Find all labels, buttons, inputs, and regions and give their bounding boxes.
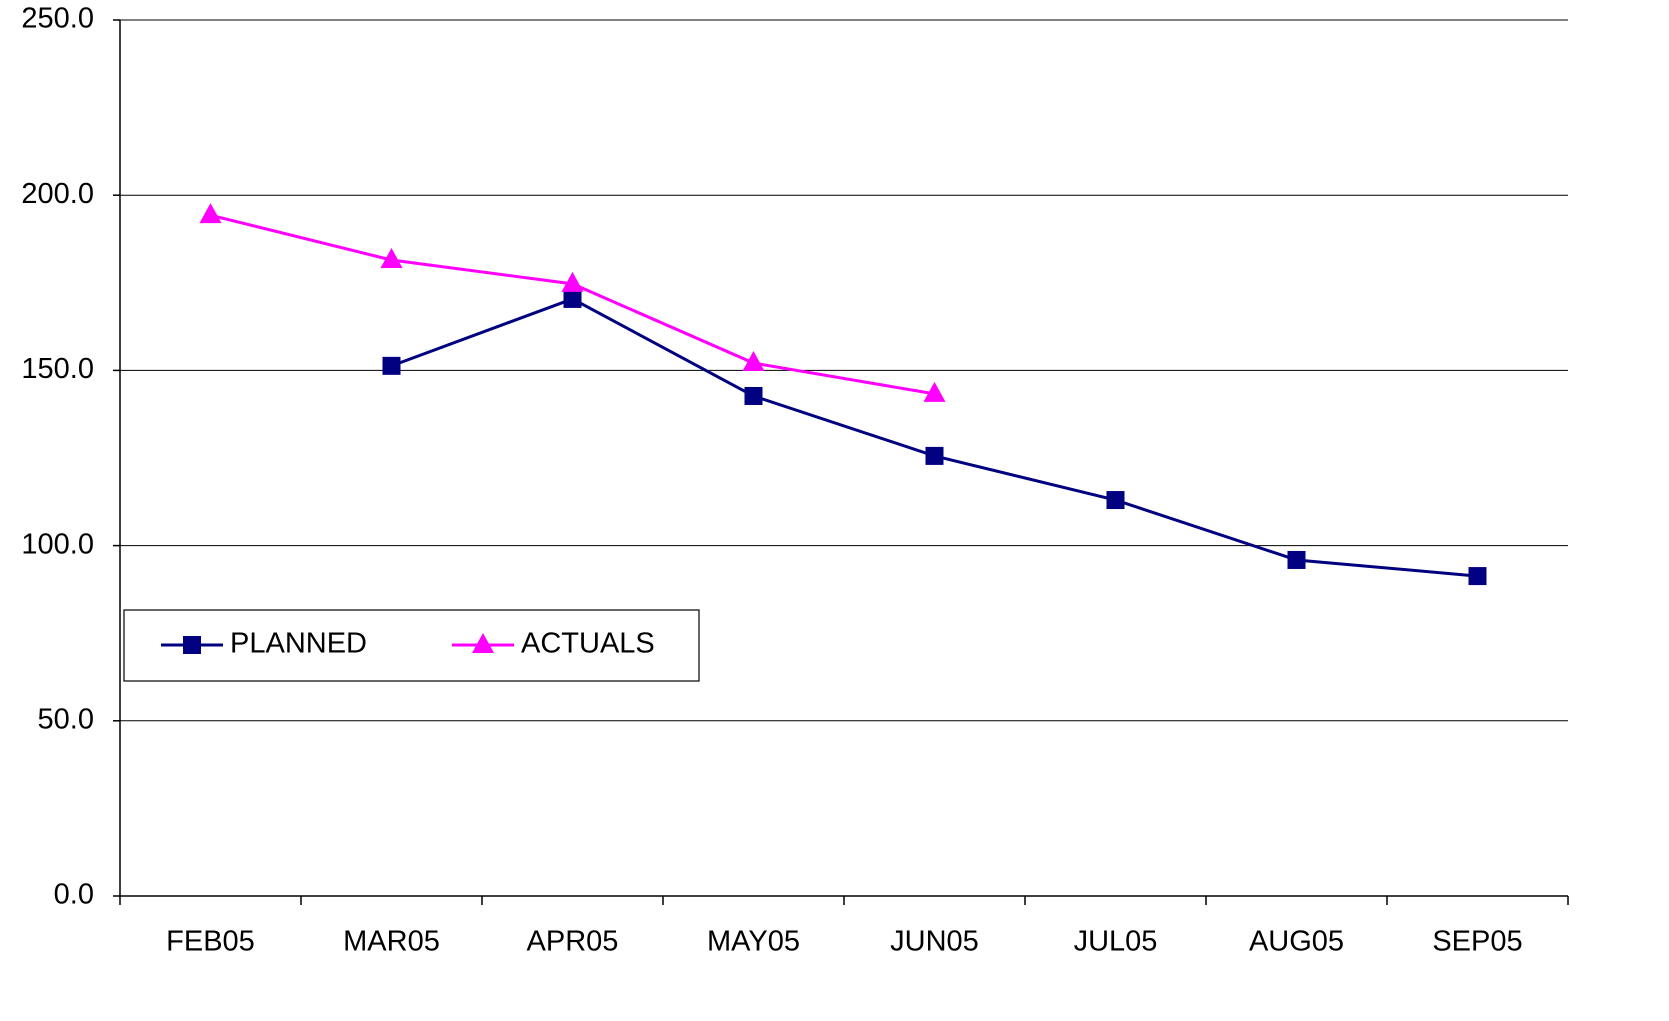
data-point (1106, 491, 1125, 510)
x-tick-label: MAY05 (707, 926, 800, 958)
data-point (744, 386, 763, 405)
legend-marker (472, 633, 494, 653)
x-tick-label: APR05 (527, 926, 619, 958)
data-point (380, 248, 403, 269)
legend-label: PLANNED (230, 628, 367, 660)
data-point (561, 271, 584, 292)
x-tick-label: FEB05 (166, 926, 255, 958)
y-tick-label: 150.0 (21, 353, 94, 385)
y-tick-label: 100.0 (21, 528, 94, 560)
x-tick-label: JUN05 (890, 926, 979, 958)
y-tick-label: 50.0 (38, 703, 94, 735)
legend-marker (183, 636, 201, 654)
data-point (199, 203, 222, 224)
y-tick-label: 250.0 (21, 3, 94, 35)
x-tick-label: SEP05 (1432, 926, 1522, 958)
x-tick-label: JUL05 (1074, 926, 1158, 958)
legend-label: ACTUALS (521, 628, 655, 660)
data-point (382, 356, 401, 375)
data-point (1287, 550, 1306, 569)
data-point (1468, 567, 1487, 586)
x-tick-label: AUG05 (1249, 926, 1344, 958)
data-point (923, 381, 946, 402)
data-point (925, 446, 944, 465)
y-tick-label: 200.0 (21, 178, 94, 210)
data-point (563, 289, 582, 308)
data-point (742, 351, 765, 372)
series-line (390, 297, 1478, 578)
y-tick-label: 0.0 (54, 879, 94, 911)
x-tick-label: MAR05 (343, 926, 440, 958)
